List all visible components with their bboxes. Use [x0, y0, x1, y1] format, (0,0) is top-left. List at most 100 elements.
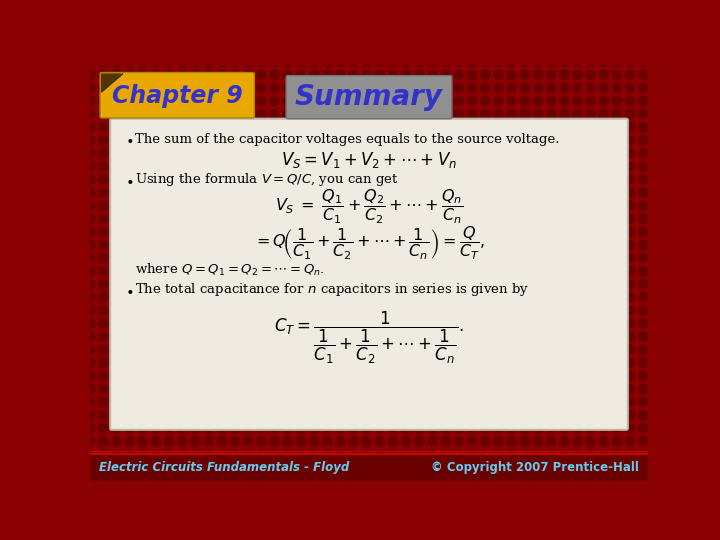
Circle shape	[375, 437, 384, 446]
Circle shape	[599, 463, 608, 472]
Circle shape	[467, 267, 477, 276]
Circle shape	[559, 463, 569, 472]
Circle shape	[586, 372, 595, 381]
Circle shape	[507, 410, 516, 420]
Circle shape	[599, 96, 608, 106]
Circle shape	[283, 463, 292, 472]
Circle shape	[467, 293, 477, 302]
Circle shape	[507, 214, 516, 224]
Circle shape	[86, 227, 94, 237]
Circle shape	[112, 384, 121, 394]
Circle shape	[507, 83, 516, 92]
Circle shape	[72, 463, 81, 472]
Circle shape	[520, 476, 529, 485]
Circle shape	[402, 489, 411, 498]
Text: where $Q = Q_1 = Q_2 = \cdots = Q_n.$: where $Q = Q_1 = Q_2 = \cdots = Q_n.$	[135, 261, 325, 278]
Circle shape	[296, 136, 305, 145]
Circle shape	[138, 397, 148, 407]
Circle shape	[270, 214, 279, 224]
Circle shape	[573, 423, 582, 433]
Circle shape	[362, 267, 372, 276]
Circle shape	[204, 240, 213, 249]
Circle shape	[99, 397, 108, 407]
Circle shape	[494, 306, 503, 315]
Circle shape	[296, 267, 305, 276]
Circle shape	[612, 332, 621, 341]
Circle shape	[256, 476, 266, 485]
Circle shape	[164, 332, 174, 341]
Circle shape	[481, 489, 490, 498]
Circle shape	[217, 319, 226, 328]
Circle shape	[402, 476, 411, 485]
Circle shape	[178, 110, 187, 119]
Circle shape	[375, 384, 384, 394]
Circle shape	[323, 306, 332, 315]
Circle shape	[388, 423, 397, 433]
Circle shape	[230, 110, 240, 119]
Circle shape	[191, 319, 200, 328]
Circle shape	[323, 70, 332, 79]
Circle shape	[270, 437, 279, 446]
Circle shape	[125, 345, 134, 354]
Circle shape	[375, 397, 384, 407]
Circle shape	[586, 96, 595, 106]
Circle shape	[402, 437, 411, 446]
Circle shape	[243, 463, 253, 472]
Circle shape	[164, 148, 174, 158]
Circle shape	[481, 83, 490, 92]
Circle shape	[454, 463, 464, 472]
Circle shape	[362, 227, 372, 237]
Circle shape	[72, 489, 81, 498]
Circle shape	[481, 70, 490, 79]
Circle shape	[507, 437, 516, 446]
Circle shape	[428, 162, 437, 171]
Circle shape	[586, 423, 595, 433]
Circle shape	[191, 293, 200, 302]
Circle shape	[283, 384, 292, 394]
Circle shape	[178, 162, 187, 171]
Circle shape	[125, 384, 134, 394]
Circle shape	[86, 306, 94, 315]
Circle shape	[310, 319, 319, 328]
Circle shape	[639, 463, 648, 472]
Circle shape	[467, 136, 477, 145]
Circle shape	[112, 280, 121, 289]
Circle shape	[520, 293, 529, 302]
Circle shape	[494, 162, 503, 171]
Circle shape	[428, 123, 437, 132]
Circle shape	[520, 332, 529, 341]
Circle shape	[402, 319, 411, 328]
Circle shape	[467, 240, 477, 249]
Circle shape	[349, 175, 358, 184]
Circle shape	[388, 57, 397, 66]
Circle shape	[428, 253, 437, 262]
Circle shape	[481, 437, 490, 446]
Circle shape	[639, 148, 648, 158]
Circle shape	[349, 384, 358, 394]
Circle shape	[270, 267, 279, 276]
Circle shape	[428, 293, 437, 302]
Circle shape	[112, 110, 121, 119]
Circle shape	[362, 293, 372, 302]
Circle shape	[546, 358, 556, 367]
Circle shape	[415, 332, 424, 341]
Circle shape	[112, 463, 121, 472]
Circle shape	[362, 110, 372, 119]
Circle shape	[362, 306, 372, 315]
Circle shape	[72, 110, 81, 119]
Circle shape	[99, 372, 108, 381]
Circle shape	[138, 188, 148, 197]
Circle shape	[534, 450, 543, 459]
Circle shape	[349, 162, 358, 171]
Circle shape	[454, 148, 464, 158]
Circle shape	[336, 280, 345, 289]
Circle shape	[336, 410, 345, 420]
Circle shape	[534, 57, 543, 66]
Circle shape	[639, 175, 648, 184]
Circle shape	[99, 293, 108, 302]
Circle shape	[191, 240, 200, 249]
Circle shape	[72, 267, 81, 276]
Circle shape	[599, 70, 608, 79]
Circle shape	[230, 96, 240, 106]
Circle shape	[323, 253, 332, 262]
